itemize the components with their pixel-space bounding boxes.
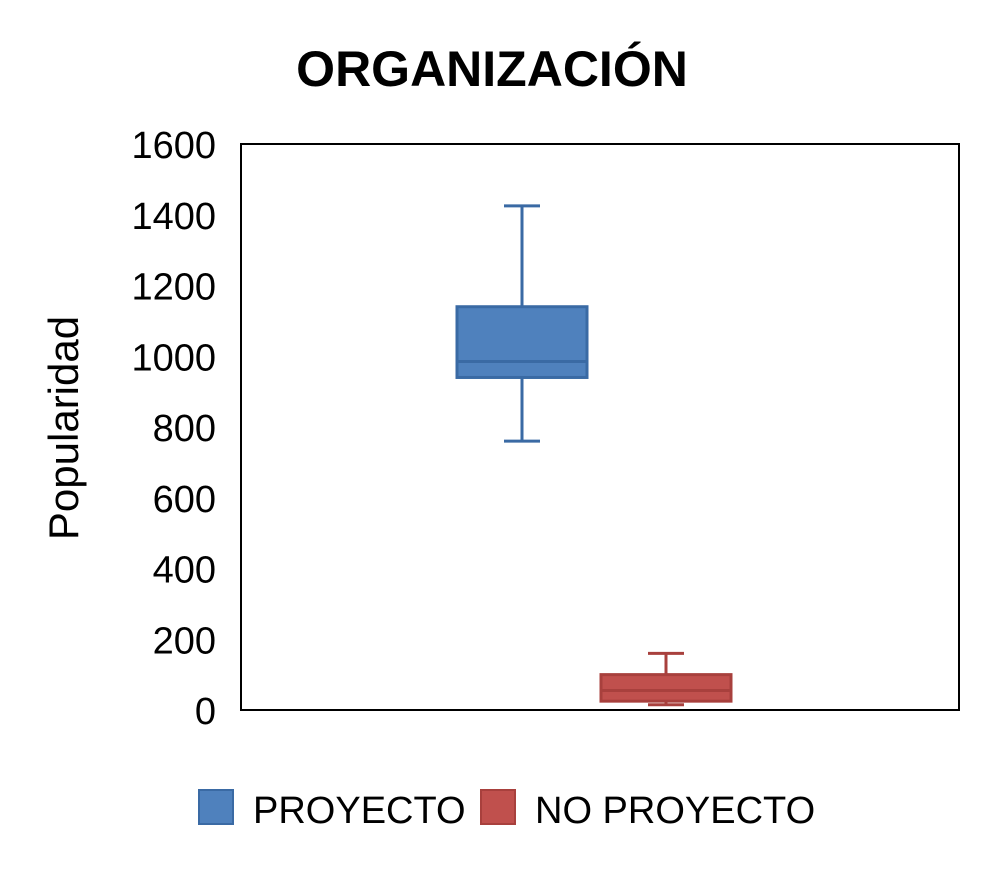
y-tick-label: 0: [195, 691, 216, 733]
box-series: [455, 204, 733, 707]
y-tick-label: 1200: [131, 267, 216, 309]
y-tick-label: 1400: [131, 196, 216, 238]
y-tick-label: 1600: [131, 125, 216, 167]
y-axis-ticks: 0 200 400 600 800 1000 1200 1400 1600: [131, 125, 216, 733]
legend-label: NO PROYECTO: [535, 790, 815, 832]
legend-item-2: NO PROYECTO: [480, 789, 815, 832]
legend-swatch: [480, 789, 516, 825]
legend-swatch: [198, 789, 234, 825]
box-2: [599, 651, 733, 707]
interquartile-box: [455, 305, 589, 379]
y-tick-label: 800: [153, 408, 216, 450]
interquartile-box: [599, 673, 733, 703]
legend-label: PROYECTO: [253, 790, 466, 832]
y-tick-label: 1000: [131, 337, 216, 379]
y-tick-label: 200: [153, 620, 216, 662]
legend-item-1: PROYECTO: [198, 789, 466, 832]
box-1: [455, 204, 589, 443]
legend: PROYECTO NO PROYECTO: [198, 789, 815, 832]
y-tick-label: 600: [153, 479, 216, 521]
chart-title: ORGANIZACIÓN: [296, 41, 688, 97]
y-axis-label: Popularidad: [40, 316, 87, 540]
y-tick-label: 400: [153, 550, 216, 592]
plot-area-frame: [240, 143, 960, 711]
